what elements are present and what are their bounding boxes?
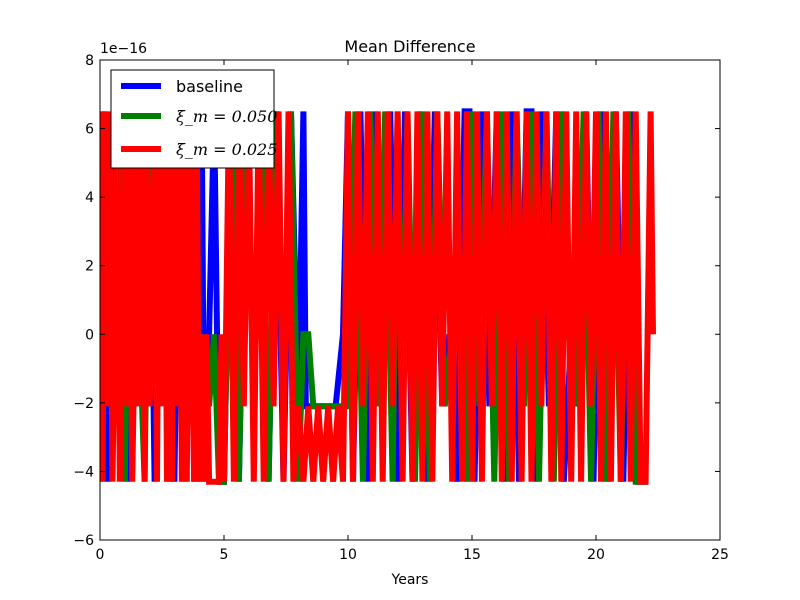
y-tick-label: 8 <box>85 53 94 69</box>
x-axis-label: Years <box>391 572 429 588</box>
y-tick-label: 4 <box>85 190 94 206</box>
x-tick-label: 10 <box>339 547 357 563</box>
series-layer <box>100 108 656 485</box>
y-tick-label: −2 <box>73 396 94 412</box>
chart-title: Mean Difference <box>344 37 475 56</box>
plot-frame <box>99 59 721 541</box>
legend-label-baseline: baseline <box>176 77 243 96</box>
x-tick-label: 5 <box>220 547 229 563</box>
legend: baseline ξ_m = 0.050 ξ_m = 0.025 <box>110 69 277 169</box>
legend-label-xi-025: ξ_m = 0.025 <box>176 140 277 159</box>
x-tick-label: 20 <box>587 547 605 563</box>
x-tick-label: 0 <box>96 547 105 563</box>
y-tick-label: 0 <box>85 327 94 343</box>
y-tick-label: 2 <box>85 259 94 275</box>
ticks-layer: 0 5 10 15 20 25 −6 −4 −2 0 2 4 6 8 <box>73 53 729 563</box>
y-offset-text: 1e−16 <box>100 41 147 57</box>
x-tick-label: 15 <box>463 547 481 563</box>
y-tick-label: 6 <box>85 122 94 138</box>
y-tick-label: −4 <box>73 464 94 480</box>
y-tick-label: −6 <box>73 533 94 549</box>
legend-label-xi-050: ξ_m = 0.050 <box>176 107 277 126</box>
series-line-2 <box>100 111 656 485</box>
x-tick-label: 25 <box>711 547 729 563</box>
